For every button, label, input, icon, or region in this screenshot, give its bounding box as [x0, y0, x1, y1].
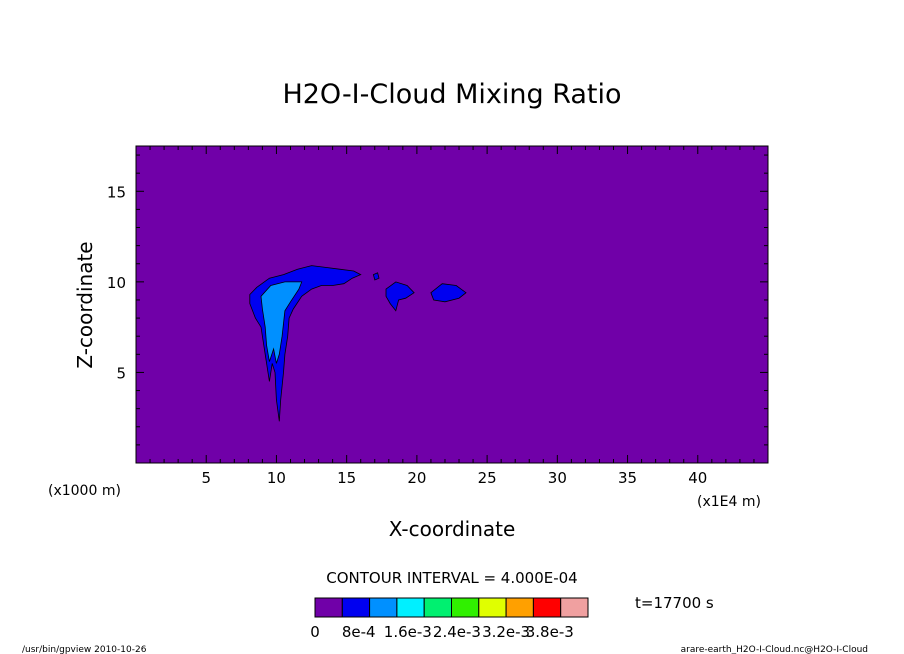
x-tick-label: 20: [407, 469, 426, 487]
colorbar-label: 8e-4: [342, 623, 376, 641]
colorbar-swatch: [478, 597, 507, 618]
x-tick-label: 10: [267, 469, 286, 487]
x-tick-label: 15: [337, 469, 356, 487]
plot-area: [135, 145, 769, 464]
colorbar-label: 0: [310, 623, 320, 641]
x-unit-right: (x1E4 m): [697, 494, 761, 510]
colorbar-swatch: [314, 597, 343, 618]
x-tick-label: 5: [201, 469, 211, 487]
x-unit-left: (x1000 m): [48, 483, 121, 499]
colorbar-swatch: [396, 597, 425, 618]
x-axis-label: X-coordinate: [389, 517, 516, 541]
colorbar-swatch: [423, 597, 453, 618]
contour-region-level-2: [260, 281, 303, 364]
axis-ticks: [136, 146, 768, 463]
colorbar-swatch: [532, 597, 562, 618]
contour-interval-label: CONTOUR INTERVAL = 4.000E-04: [326, 569, 577, 587]
contour-regions: [249, 265, 467, 422]
x-tick-label: 40: [688, 469, 707, 487]
plot-background: [136, 146, 768, 463]
chart-title: H2O-I-Cloud Mixing Ratio: [282, 79, 621, 110]
y-tick-label: 10: [107, 274, 126, 292]
colorbar-swatch: [341, 597, 371, 618]
colorbar: 0 8e-4 1.6e-3 2.4e-3 3.2e-33.8e-3: [310, 597, 589, 641]
colorbar-swatch: [560, 597, 589, 618]
contour-region-level-1: [372, 272, 380, 281]
colorbar-label: 2.4e-3: [433, 623, 481, 641]
colorbar-swatch: [505, 597, 534, 618]
colorbar-swatch: [451, 597, 480, 618]
colorbar-label: 3.8e-3: [526, 623, 574, 641]
footer-left: /usr/bin/gpview 2010-10-26: [22, 645, 147, 654]
x-tick-label: 35: [618, 469, 637, 487]
x-tick-label: 25: [478, 469, 497, 487]
colorbar-label: 3.2e-3: [482, 623, 530, 641]
x-tick-label: 30: [548, 469, 567, 487]
y-tick-label: 15: [107, 183, 126, 201]
y-axis-label: Z-coordinate: [73, 241, 97, 368]
y-tick-label: 5: [116, 364, 126, 382]
footer-right: arare-earth_H2O-I-Cloud.nc@H2O-I-Cloud: [681, 645, 868, 654]
colorbar-label: 1.6e-3: [384, 623, 432, 641]
contour-region-level-1: [385, 281, 415, 312]
colorbar-swatch: [369, 597, 398, 618]
plot-frame: [135, 145, 769, 464]
contour-region-level-1: [430, 283, 467, 303]
time-label: t=17700 s: [635, 594, 714, 612]
